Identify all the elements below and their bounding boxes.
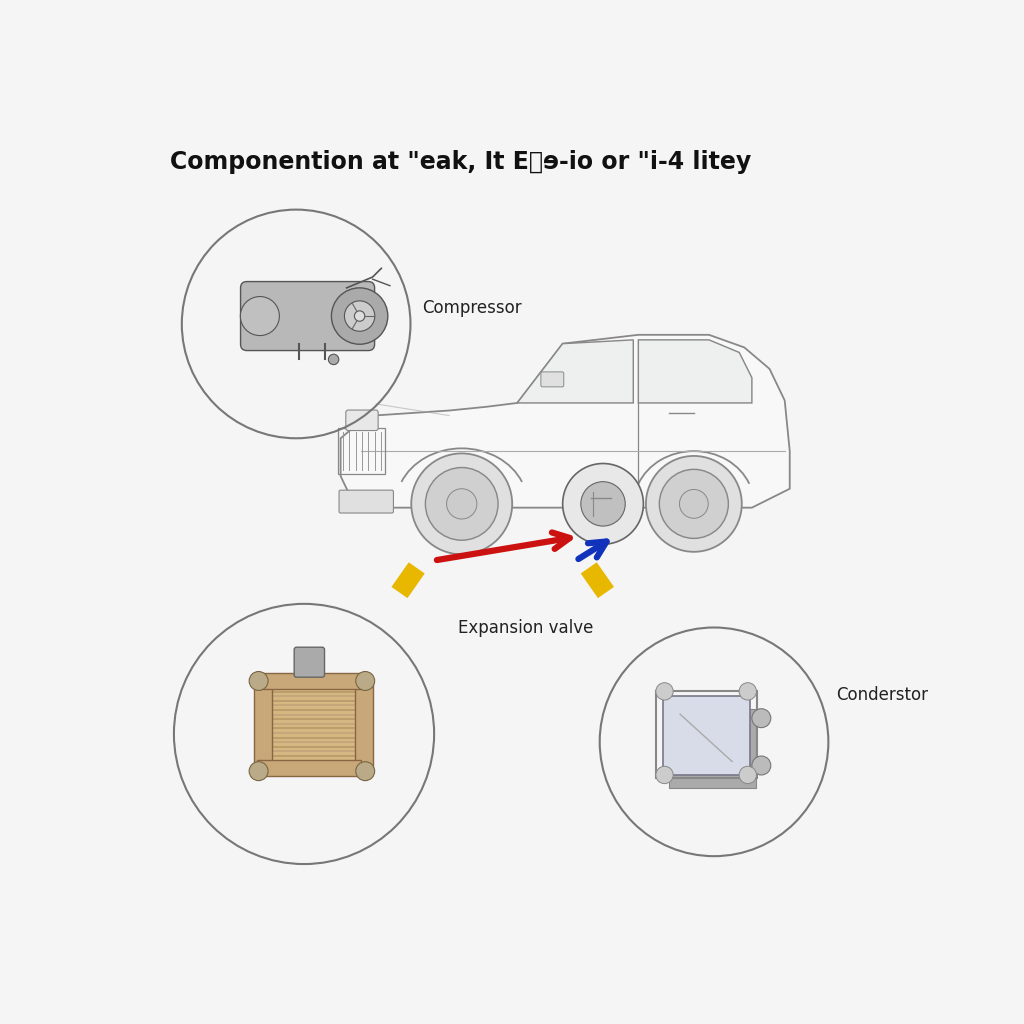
Text: Conderstor: Conderstor bbox=[837, 685, 928, 703]
Polygon shape bbox=[341, 335, 790, 508]
Circle shape bbox=[241, 297, 280, 336]
FancyBboxPatch shape bbox=[257, 673, 361, 689]
FancyBboxPatch shape bbox=[241, 282, 375, 350]
Circle shape bbox=[752, 709, 771, 728]
Circle shape bbox=[646, 456, 741, 552]
Circle shape bbox=[562, 464, 643, 544]
FancyBboxPatch shape bbox=[254, 682, 271, 773]
Circle shape bbox=[446, 488, 477, 519]
Circle shape bbox=[655, 766, 673, 783]
FancyBboxPatch shape bbox=[257, 760, 361, 776]
Circle shape bbox=[655, 683, 673, 700]
Circle shape bbox=[680, 489, 709, 518]
Circle shape bbox=[354, 311, 365, 322]
Polygon shape bbox=[638, 340, 752, 403]
Circle shape bbox=[344, 301, 375, 331]
Circle shape bbox=[659, 469, 728, 539]
FancyBboxPatch shape bbox=[663, 696, 750, 775]
Circle shape bbox=[425, 468, 498, 541]
Circle shape bbox=[355, 762, 375, 780]
Circle shape bbox=[355, 672, 375, 690]
FancyBboxPatch shape bbox=[263, 687, 361, 765]
Circle shape bbox=[581, 481, 626, 526]
FancyBboxPatch shape bbox=[339, 490, 393, 513]
Circle shape bbox=[332, 288, 388, 344]
Circle shape bbox=[739, 683, 757, 700]
FancyBboxPatch shape bbox=[294, 647, 325, 677]
Text: Expansion valve: Expansion valve bbox=[458, 618, 593, 637]
FancyBboxPatch shape bbox=[669, 709, 756, 787]
Polygon shape bbox=[517, 340, 633, 403]
Circle shape bbox=[412, 454, 512, 554]
Circle shape bbox=[329, 354, 339, 365]
Circle shape bbox=[249, 672, 268, 690]
Circle shape bbox=[739, 766, 757, 783]
Text: Compressor: Compressor bbox=[422, 299, 522, 317]
FancyBboxPatch shape bbox=[346, 410, 378, 430]
Text: Componention at "eak, It E⍇ɘ-io or "i-4 litey: Componention at "eak, It E⍇ɘ-io or "i-4 … bbox=[170, 151, 752, 174]
FancyBboxPatch shape bbox=[355, 682, 373, 773]
FancyBboxPatch shape bbox=[541, 372, 564, 387]
Circle shape bbox=[752, 756, 771, 775]
Circle shape bbox=[249, 762, 268, 780]
